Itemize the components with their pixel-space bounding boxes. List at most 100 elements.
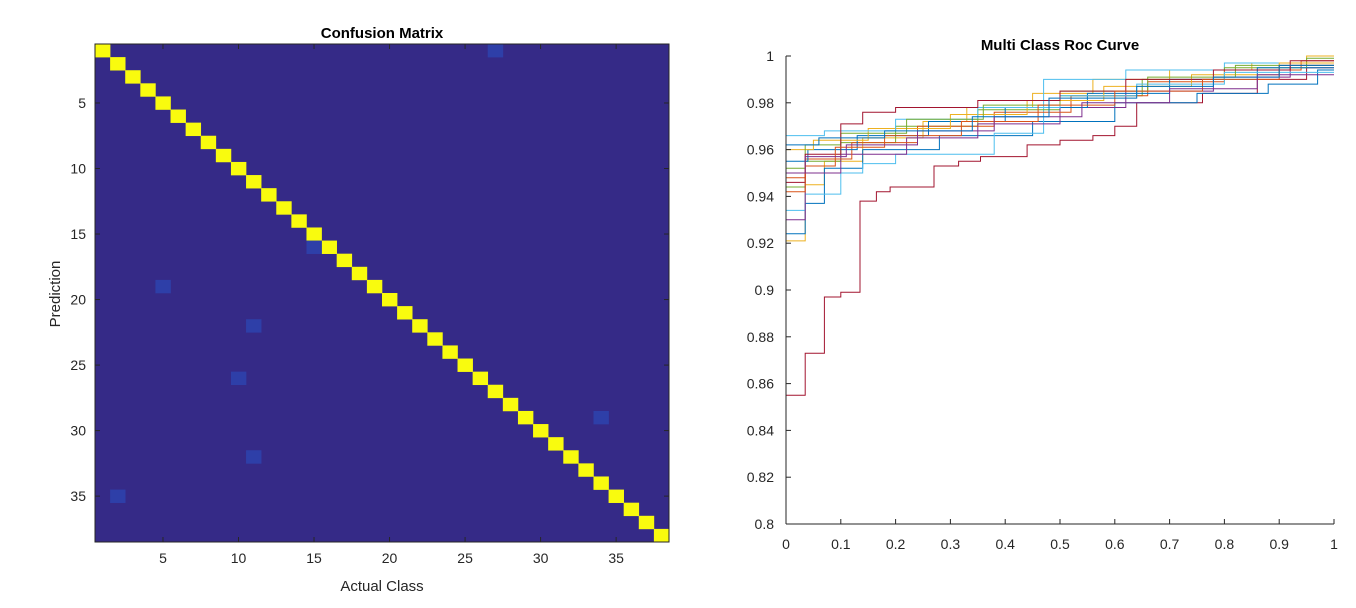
- diagonal-cell: [95, 44, 111, 58]
- roc-curve: [786, 64, 1334, 193]
- misclassified-cell: [487, 44, 504, 58]
- y-tick-label: 0.88: [747, 329, 774, 345]
- confusion-matrix-cells: [95, 44, 670, 543]
- roc-curve: [786, 60, 1334, 183]
- x-tick-label: 0.4: [995, 536, 1015, 552]
- diagonal-cell: [442, 345, 458, 359]
- y-tick-label: 15: [70, 226, 86, 242]
- diagonal-cell: [457, 358, 473, 372]
- misclassified-cell: [230, 371, 247, 386]
- y-tick-label: 0.84: [747, 422, 774, 438]
- y-tick-label: 0.82: [747, 469, 774, 485]
- diagonal-cell: [215, 148, 232, 163]
- diagonal-cell: [548, 437, 564, 451]
- diagonal-cell: [321, 240, 337, 254]
- x-tick-label: 0.2: [886, 536, 906, 552]
- diagonal-cell: [578, 463, 594, 477]
- diagonal-cell: [487, 384, 504, 399]
- roc-curve: [786, 69, 1334, 235]
- diagonal-cell: [593, 476, 609, 490]
- roc-curve: [786, 67, 1334, 396]
- x-tick-label: 0.7: [1160, 536, 1180, 552]
- roc-curve: [785, 55, 1334, 524]
- diagonal-cell: [155, 96, 171, 110]
- diagonal-cell: [110, 57, 126, 71]
- y-tick-label: 1: [766, 48, 774, 64]
- x-tick-label: 25: [457, 550, 473, 566]
- x-tick-label: 5: [159, 550, 167, 566]
- diagonal-cell: [276, 201, 292, 215]
- x-tick-label: 0.1: [831, 536, 851, 552]
- diagonal-cell: [427, 332, 443, 346]
- misclassified-cell: [593, 410, 609, 425]
- y-tick-label: 0.98: [747, 95, 774, 111]
- y-tick-label: 5: [78, 95, 86, 111]
- diagonal-cell: [246, 175, 262, 189]
- x-tick-label: 0.3: [941, 536, 961, 552]
- x-tick-label: 1: [1330, 536, 1338, 552]
- y-tick-label: 35: [70, 488, 86, 504]
- diagonal-cell: [291, 214, 307, 228]
- roc-title: Multi Class Roc Curve: [981, 37, 1139, 54]
- diagonal-cell: [533, 424, 549, 438]
- diagonal-cell: [608, 489, 624, 503]
- y-tick-label: 20: [70, 292, 86, 308]
- roc-curve: [786, 71, 1334, 137]
- x-tick-label: 0.6: [1105, 536, 1125, 552]
- confusion-matrix-panel: Confusion Matrix 5 10 15 20 25 30 35 5 10 15 20 25 3…: [47, 25, 670, 595]
- confusion-matrix-title: Confusion Matrix: [321, 25, 444, 42]
- roc-curve: [786, 62, 1334, 211]
- diagonal-cell: [412, 319, 428, 333]
- x-tick-label: 0.8: [1215, 536, 1235, 552]
- diagonal-cell: [200, 135, 217, 150]
- diagonal-cell: [638, 515, 655, 530]
- diagonal-cell: [306, 227, 322, 241]
- diagonal-cell: [653, 528, 670, 543]
- diagonal-cell: [382, 293, 398, 307]
- misclassified-cell: [246, 319, 262, 333]
- diagonal-cell: [623, 502, 640, 517]
- misclassified-cell: [246, 450, 262, 464]
- x-tick-label: 15: [306, 550, 322, 566]
- x-tick-label: 10: [231, 550, 247, 566]
- y-tick-label: 0.92: [747, 235, 774, 251]
- roc-curve: [786, 74, 1334, 174]
- roc-lines: [785, 55, 1334, 524]
- diagonal-cell: [125, 70, 141, 84]
- confusion-matrix-y-label: Prediction: [47, 261, 64, 328]
- y-tick-label: 0.9: [755, 282, 775, 298]
- matrix-frame: [94, 43, 670, 543]
- x-tick-label: 0.9: [1269, 536, 1289, 552]
- confusion-matrix-x-label: Actual Class: [340, 578, 423, 595]
- diagonal-cell: [336, 253, 353, 268]
- y-tick-label: 30: [70, 423, 86, 439]
- roc-curve: [786, 64, 1334, 169]
- y-tick-label: 0.96: [747, 142, 774, 158]
- x-tick-label: 0: [782, 536, 790, 552]
- roc-panel: Multi Class Roc Curve 0 0.1 0.2 0.3 0.4 0.5 0.…: [747, 37, 1338, 552]
- y-tick-label: 10: [70, 161, 86, 177]
- misclassified-cell: [155, 279, 171, 294]
- y-tick-label: 25: [70, 357, 86, 373]
- diagonal-cell: [185, 122, 202, 137]
- diagonal-cell: [170, 109, 186, 123]
- diagonal-cell: [351, 266, 368, 281]
- diagonal-cell: [517, 410, 534, 425]
- y-tick-label: 0.86: [747, 376, 774, 392]
- diagonal-cell: [472, 371, 489, 386]
- x-tick-label: 0.5: [1050, 536, 1070, 552]
- diagonal-cell: [230, 161, 247, 176]
- y-tick-label: 0.94: [747, 188, 774, 204]
- misclassified-cell: [110, 489, 126, 503]
- roc-axes: 0 0.1 0.2 0.3 0.4 0.5 0.6 0.7 0.8 0.9 1 0.8 0.82 0.84…: [747, 48, 1338, 552]
- y-tick-label: 0.8: [755, 516, 775, 532]
- diagonal-cell: [366, 279, 383, 294]
- diagonal-cell: [140, 83, 156, 97]
- diagonal-cell: [397, 306, 413, 320]
- roc-curve: [786, 64, 1334, 146]
- x-tick-label: 30: [533, 550, 549, 566]
- diagonal-cell: [261, 188, 277, 202]
- x-tick-label: 35: [608, 550, 624, 566]
- diagonal-cell: [502, 397, 519, 412]
